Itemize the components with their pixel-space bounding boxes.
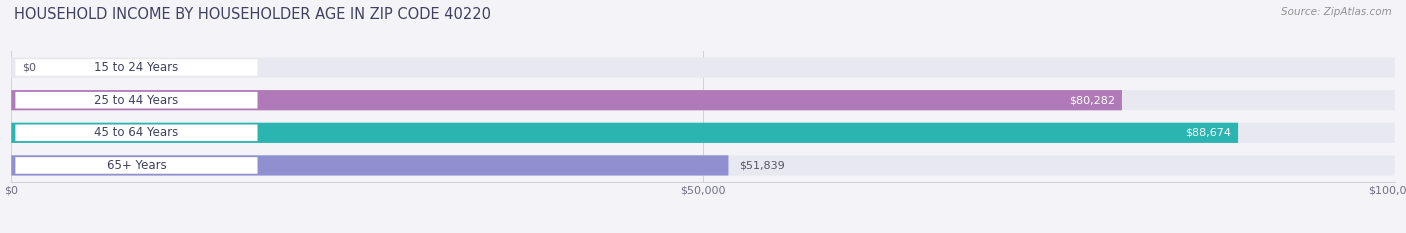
Text: $51,839: $51,839	[740, 161, 786, 170]
Text: Source: ZipAtlas.com: Source: ZipAtlas.com	[1281, 7, 1392, 17]
FancyBboxPatch shape	[11, 58, 1395, 78]
Text: $0: $0	[22, 63, 37, 72]
FancyBboxPatch shape	[11, 123, 1395, 143]
FancyBboxPatch shape	[15, 124, 257, 141]
Text: 45 to 64 Years: 45 to 64 Years	[94, 126, 179, 139]
FancyBboxPatch shape	[15, 157, 257, 174]
Text: 25 to 44 Years: 25 to 44 Years	[94, 94, 179, 107]
FancyBboxPatch shape	[11, 155, 728, 175]
FancyBboxPatch shape	[11, 123, 1239, 143]
Text: HOUSEHOLD INCOME BY HOUSEHOLDER AGE IN ZIP CODE 40220: HOUSEHOLD INCOME BY HOUSEHOLDER AGE IN Z…	[14, 7, 491, 22]
FancyBboxPatch shape	[15, 92, 257, 109]
FancyBboxPatch shape	[11, 90, 1395, 110]
FancyBboxPatch shape	[11, 90, 1122, 110]
Text: $80,282: $80,282	[1069, 95, 1115, 105]
FancyBboxPatch shape	[15, 59, 257, 76]
Text: 15 to 24 Years: 15 to 24 Years	[94, 61, 179, 74]
Text: 65+ Years: 65+ Years	[107, 159, 166, 172]
FancyBboxPatch shape	[11, 155, 1395, 175]
Text: $88,674: $88,674	[1185, 128, 1232, 138]
